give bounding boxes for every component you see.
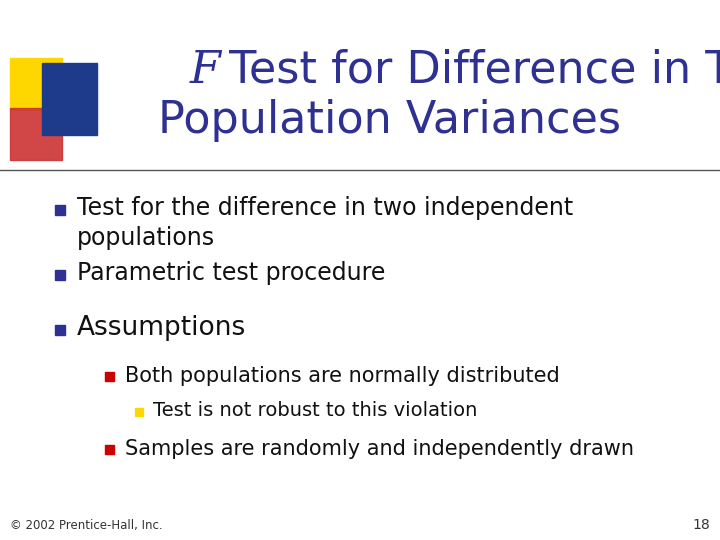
Text: Test for Difference in Two: Test for Difference in Two <box>215 49 720 91</box>
Bar <box>10 58 62 110</box>
Text: Test for the difference in two independent: Test for the difference in two independe… <box>77 196 573 220</box>
Text: populations: populations <box>77 226 215 250</box>
Bar <box>105 372 114 381</box>
Text: Test is not robust to this violation: Test is not robust to this violation <box>153 402 477 421</box>
Text: Parametric test procedure: Parametric test procedure <box>77 261 385 285</box>
Bar <box>55 325 65 335</box>
Bar <box>135 408 143 416</box>
Text: 18: 18 <box>692 518 710 532</box>
Text: Assumptions: Assumptions <box>77 315 246 341</box>
Bar <box>42 63 97 135</box>
Bar <box>55 270 65 280</box>
Bar <box>10 108 62 160</box>
Text: © 2002 Prentice-Hall, Inc.: © 2002 Prentice-Hall, Inc. <box>10 518 163 531</box>
Text: Population Variances: Population Variances <box>158 98 621 141</box>
Bar <box>105 445 114 454</box>
Bar <box>55 205 65 215</box>
Text: F: F <box>190 49 221 92</box>
Text: Both populations are normally distributed: Both populations are normally distribute… <box>125 366 559 386</box>
Text: Samples are randomly and independently drawn: Samples are randomly and independently d… <box>125 439 634 459</box>
